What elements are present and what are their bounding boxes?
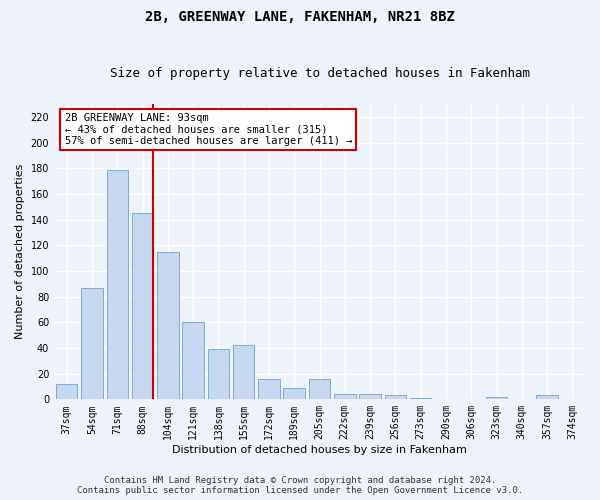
Title: Size of property relative to detached houses in Fakenham: Size of property relative to detached ho… xyxy=(110,66,530,80)
Text: 2B, GREENWAY LANE, FAKENHAM, NR21 8BZ: 2B, GREENWAY LANE, FAKENHAM, NR21 8BZ xyxy=(145,10,455,24)
Bar xyxy=(385,396,406,400)
Bar xyxy=(536,396,558,400)
Text: Contains HM Land Registry data © Crown copyright and database right 2024.
Contai: Contains HM Land Registry data © Crown c… xyxy=(77,476,523,495)
Bar xyxy=(233,346,254,400)
Bar xyxy=(283,388,305,400)
Bar xyxy=(309,379,330,400)
Bar xyxy=(81,288,103,400)
Bar xyxy=(208,350,229,400)
Y-axis label: Number of detached properties: Number of detached properties xyxy=(15,164,25,340)
Bar xyxy=(359,394,381,400)
Bar xyxy=(410,398,431,400)
Bar xyxy=(157,252,179,400)
X-axis label: Distribution of detached houses by size in Fakenham: Distribution of detached houses by size … xyxy=(172,445,467,455)
Bar xyxy=(182,322,204,400)
Bar xyxy=(334,394,356,400)
Text: 2B GREENWAY LANE: 93sqm
← 43% of detached houses are smaller (315)
57% of semi-d: 2B GREENWAY LANE: 93sqm ← 43% of detache… xyxy=(65,113,352,146)
Bar xyxy=(486,397,507,400)
Bar xyxy=(107,170,128,400)
Bar xyxy=(132,214,153,400)
Bar xyxy=(258,379,280,400)
Bar xyxy=(56,384,77,400)
